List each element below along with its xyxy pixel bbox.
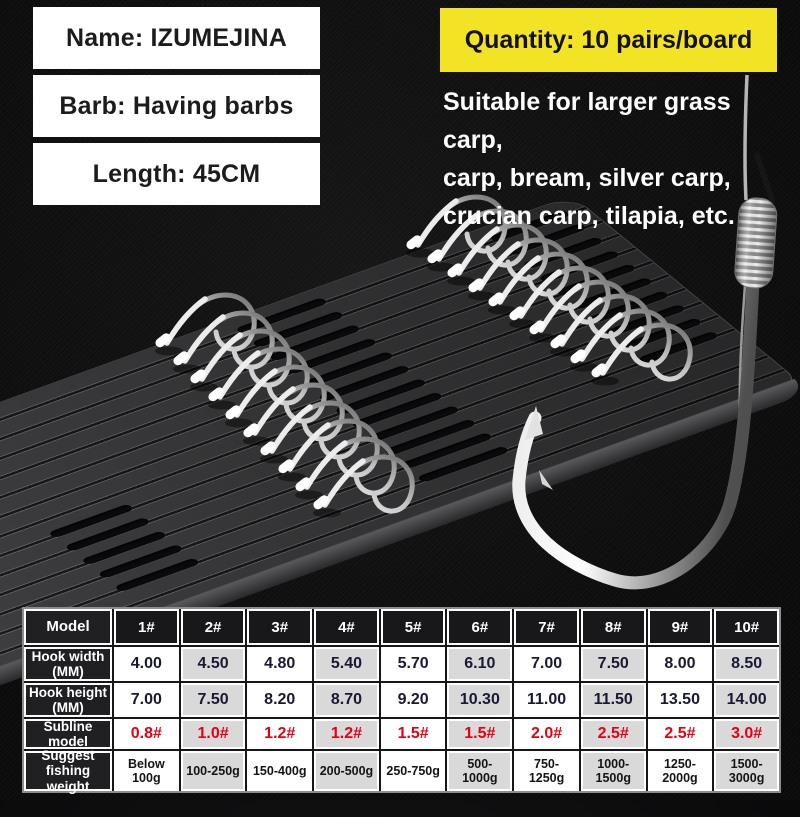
suitability-description: Suitable for larger grass carp, carp, br… — [443, 83, 795, 235]
hook-shank-bend — [512, 275, 760, 590]
spec-cell: 1.0# — [180, 719, 246, 749]
line-tag-end — [754, 152, 775, 203]
spec-cell: 100-250g — [180, 751, 246, 791]
spec-cell: 1.5# — [380, 719, 446, 749]
description-line: Suitable for larger grass carp, — [443, 88, 731, 154]
large-hook-closeup — [512, 74, 778, 590]
spec-cell: 8.70 — [314, 683, 379, 717]
spec-cell: 1250-2000g — [647, 751, 713, 791]
spec-cell: 11.00 — [514, 683, 579, 717]
spec-cell: 1000-1500g — [580, 751, 646, 791]
table-header-col: 7# — [514, 609, 579, 645]
table-row-label: Hook width (MM) — [24, 647, 112, 681]
quantity-badge: Quantity: 10 pairs/board — [440, 8, 777, 72]
table-header-col: 4# — [314, 609, 379, 645]
fishing-hook — [311, 443, 441, 529]
spec-cell: 750-1250g — [514, 751, 579, 791]
spec-cell: 14.00 — [714, 683, 779, 717]
spec-cell: Below 100g — [114, 751, 179, 791]
table-header-col: 8# — [580, 609, 646, 645]
table-header-col: 5# — [380, 609, 446, 645]
description-line: carp, bream, silver carp, — [443, 164, 731, 192]
table-row-label: Suggest fishing weight — [24, 748, 112, 794]
spec-cell: 8.50 — [714, 647, 779, 681]
spec-cell: 2.0# — [514, 719, 579, 749]
spec-cell: 1.2# — [314, 719, 379, 749]
table-header-col: 2# — [180, 609, 246, 645]
spec-table: Model 1# 2# 3# 4# 5# 6# 7# 8# 9# 10# Hook width (MM)… — [22, 607, 781, 794]
fishing-line — [743, 74, 749, 201]
table-header-model: Model — [24, 609, 112, 645]
spec-cell: 5.40 — [314, 647, 379, 681]
hook-barb — [539, 470, 553, 490]
spec-cell: 200-500g — [314, 751, 379, 791]
spec-cell: 7.50 — [580, 647, 646, 681]
name-label: Name: IZUMEJINA — [33, 7, 320, 69]
spec-cell: 500-1000g — [447, 751, 513, 791]
table-header-col: 10# — [714, 609, 779, 645]
line-coil-barrel — [734, 197, 778, 289]
table-header-col: 1# — [114, 609, 179, 645]
spec-cell: 6.10 — [447, 647, 513, 681]
spec-cell: 10.30 — [447, 683, 513, 717]
description-line: crucian carp, tilapia, etc. — [443, 202, 735, 230]
spec-cell: 2.5# — [647, 719, 713, 749]
spec-cell: 13.50 — [647, 683, 713, 717]
spec-cell: 5.70 — [380, 647, 446, 681]
spec-cell: 4.80 — [247, 647, 313, 681]
spec-cell: 150-400g — [247, 751, 313, 791]
table-row-label: Hook height (MM) — [24, 683, 112, 717]
spec-cell: 2.5# — [580, 719, 646, 749]
table-row-label: Subline model — [24, 719, 112, 749]
spec-cell: 3.0# — [714, 719, 779, 749]
table-header-col: 6# — [447, 609, 513, 645]
spec-cell: 250-750g — [380, 751, 446, 791]
barb-label: Barb: Having barbs — [33, 75, 320, 137]
spec-cell: 7.00 — [114, 683, 179, 717]
hook-point — [525, 406, 543, 440]
spec-cell: 11.50 — [580, 683, 646, 717]
spec-cell: 0.8# — [114, 719, 179, 749]
spec-cell: 1.2# — [247, 719, 313, 749]
table-header-col: 9# — [647, 609, 713, 645]
spec-cell: 7.50 — [180, 683, 246, 717]
spec-cell: 9.20 — [380, 683, 446, 717]
table-header-col: 3# — [247, 609, 313, 645]
spec-cell: 4.00 — [114, 647, 179, 681]
spec-cell: 8.20 — [247, 683, 313, 717]
spec-cell: 7.00 — [514, 647, 579, 681]
length-label: Length: 45CM — [33, 143, 320, 205]
spec-cell: 1500-3000g — [714, 751, 779, 791]
spec-cell: 4.50 — [180, 647, 246, 681]
spec-cell: 1.5# — [447, 719, 513, 749]
spec-cell: 8.00 — [647, 647, 713, 681]
